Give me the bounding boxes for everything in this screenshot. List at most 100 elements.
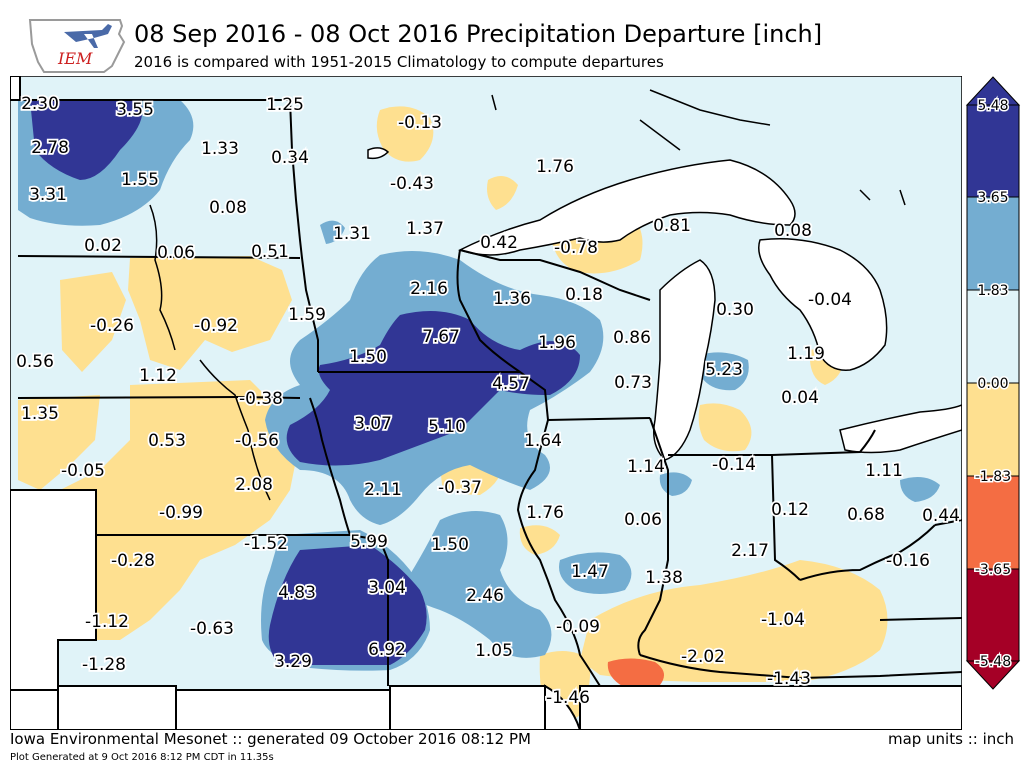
- value-label: 0.42: [480, 233, 518, 253]
- map-subtitle: 2016 is compared with 1951-2015 Climatol…: [134, 53, 664, 71]
- footer-generated: Plot Generated at 9 Oct 2016 8:12 PM CDT…: [10, 752, 274, 763]
- value-label: 0.44: [922, 506, 960, 526]
- value-label: 5.99: [350, 532, 388, 552]
- value-label: 1.76: [526, 503, 564, 523]
- value-label: 5.10: [428, 417, 466, 437]
- value-label: -0.43: [390, 174, 434, 194]
- value-label: 0.68: [847, 505, 885, 525]
- legend-cap-bottom: [965, 660, 1021, 690]
- lake-superior: [458, 159, 796, 256]
- value-label: 3.55: [116, 100, 154, 120]
- value-label: 4.83: [278, 583, 316, 603]
- value-label: -0.26: [90, 316, 134, 336]
- value-label: 3.31: [29, 185, 67, 205]
- value-label: 2.46: [466, 586, 504, 606]
- lake-huron: [758, 238, 888, 371]
- value-label: 2.17: [731, 541, 769, 561]
- river-lines: [149, 89, 906, 501]
- value-label: 1.38: [645, 568, 683, 588]
- value-label: -0.63: [190, 619, 234, 639]
- value-label: 1.36: [493, 289, 531, 309]
- map-title: 08 Sep 2016 - 08 Oct 2016 Precipitation …: [134, 20, 823, 48]
- value-label: 1.14: [627, 457, 665, 477]
- value-label: 0.06: [624, 510, 662, 530]
- value-label: 3.29: [274, 652, 312, 672]
- value-label: 1.31: [333, 224, 371, 244]
- value-label: 1.50: [349, 347, 387, 367]
- legend-tick-label: -3.65: [975, 562, 1011, 578]
- value-label: -1.46: [546, 688, 590, 708]
- dry-hotspot-area: [607, 658, 664, 688]
- value-label: -0.78: [554, 238, 598, 258]
- value-label: 0.02: [84, 236, 122, 256]
- value-label: 0.08: [774, 221, 812, 241]
- lake-st-clair-area: [367, 147, 390, 160]
- value-label: -0.14: [712, 455, 756, 475]
- great-lakes: [367, 147, 962, 461]
- value-label: 3.07: [354, 414, 392, 434]
- value-label: -0.99: [159, 503, 203, 523]
- value-label: 0.86: [613, 328, 651, 348]
- value-label: 0.12: [771, 500, 809, 520]
- lake-michigan: [653, 259, 716, 461]
- value-label: -0.28: [111, 551, 155, 571]
- value-label: -0.05: [61, 461, 105, 481]
- value-label: 1.05: [475, 641, 513, 661]
- value-label: 2.78: [31, 138, 69, 158]
- value-label: 0.34: [271, 148, 309, 168]
- value-labels: 2.30 3.55 1.25 -0.13 2.78 1.33 0.34 -0.4…: [14, 92, 961, 710]
- value-label: 1.19: [787, 344, 825, 364]
- state-boundaries: [17, 99, 962, 687]
- legend-tick-label: 0.00: [977, 376, 1008, 392]
- footer-credit: Iowa Environmental Mesonet :: generated …: [10, 730, 531, 748]
- negative-departure-areas: [18, 106, 888, 723]
- value-label: -0.37: [438, 478, 482, 498]
- value-label: 6.92: [368, 640, 406, 660]
- legend-tick-label: -1.83: [975, 469, 1011, 485]
- value-label: 1.76: [536, 157, 574, 177]
- value-label: 0.56: [16, 352, 54, 372]
- value-label: -2.02: [681, 647, 725, 667]
- value-label: 1.33: [201, 139, 239, 159]
- legend-band-slight-positive: [966, 289, 1020, 384]
- value-label: 1.25: [266, 95, 304, 115]
- value-label: 2.11: [364, 480, 402, 500]
- value-label: 2.16: [410, 279, 448, 299]
- value-label: 1.55: [121, 170, 159, 190]
- value-label: 0.81: [653, 216, 691, 236]
- value-label: 1.50: [431, 535, 469, 555]
- value-label: 1.35: [21, 404, 59, 424]
- value-label: 1.12: [139, 366, 177, 386]
- value-label: -1.43: [767, 669, 811, 689]
- value-label: 1.11: [865, 461, 903, 481]
- value-label: -0.13: [398, 113, 442, 133]
- logo-text: IEM: [57, 49, 93, 68]
- value-label: 0.06: [157, 243, 195, 263]
- color-legend: 5.48 3.65 1.83 0.00 -1.83 -3.65 -5.48: [965, 76, 1021, 690]
- legend-band-strong-negative: [966, 568, 1020, 662]
- value-label: 0.73: [614, 373, 652, 393]
- value-label: -1.12: [85, 612, 129, 632]
- footer-units: map units :: inch: [887, 730, 1014, 748]
- legend-band-slight-negative: [966, 382, 1020, 477]
- value-label: 1.37: [406, 219, 444, 239]
- value-label: -1.52: [244, 534, 288, 554]
- legend-band-strong-positive: [966, 104, 1020, 198]
- value-label: 0.53: [148, 431, 186, 451]
- value-label: 2.08: [235, 475, 273, 495]
- value-label: -0.56: [235, 431, 279, 451]
- value-label: -0.38: [239, 389, 283, 409]
- value-label: 0.18: [565, 285, 603, 305]
- legend-band-moderate-negative: [966, 475, 1020, 570]
- value-label: 3.04: [368, 578, 406, 598]
- value-label: 0.04: [781, 388, 819, 408]
- value-label: -1.28: [82, 655, 126, 675]
- airplane-icon: [64, 24, 112, 48]
- outside-domain: [10, 76, 962, 730]
- legend-band-moderate-positive: [966, 196, 1020, 291]
- value-label: 1.47: [571, 562, 609, 582]
- value-label: -0.04: [808, 290, 852, 310]
- value-label: 5.23: [705, 360, 743, 380]
- legend-tick-label: 5.48: [977, 98, 1008, 114]
- value-label: 0.08: [209, 198, 247, 218]
